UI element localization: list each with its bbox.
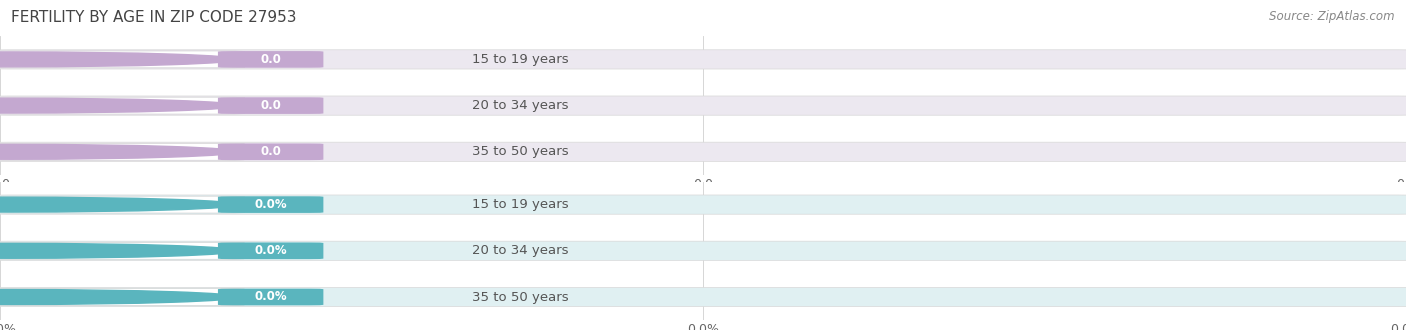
Text: 35 to 50 years: 35 to 50 years <box>472 290 569 304</box>
Circle shape <box>0 52 239 67</box>
Text: 0.0%: 0.0% <box>254 290 287 304</box>
Circle shape <box>0 243 239 258</box>
Text: 0.0: 0.0 <box>260 53 281 66</box>
FancyBboxPatch shape <box>0 144 245 160</box>
FancyBboxPatch shape <box>218 97 323 114</box>
Text: FERTILITY BY AGE IN ZIP CODE 27953: FERTILITY BY AGE IN ZIP CODE 27953 <box>11 10 297 25</box>
Circle shape <box>0 289 239 305</box>
FancyBboxPatch shape <box>218 196 323 213</box>
Text: Source: ZipAtlas.com: Source: ZipAtlas.com <box>1270 10 1395 23</box>
FancyBboxPatch shape <box>0 241 1406 260</box>
Circle shape <box>0 197 239 212</box>
FancyBboxPatch shape <box>218 243 323 259</box>
Circle shape <box>0 144 239 159</box>
FancyBboxPatch shape <box>218 289 323 305</box>
Text: 0.0: 0.0 <box>260 99 281 112</box>
Text: 15 to 19 years: 15 to 19 years <box>472 53 569 66</box>
Text: 15 to 19 years: 15 to 19 years <box>472 198 569 211</box>
FancyBboxPatch shape <box>0 289 245 305</box>
FancyBboxPatch shape <box>218 51 323 68</box>
Text: 20 to 34 years: 20 to 34 years <box>472 99 569 112</box>
FancyBboxPatch shape <box>0 287 1406 307</box>
Text: 0.0: 0.0 <box>260 145 281 158</box>
FancyBboxPatch shape <box>0 195 1406 214</box>
FancyBboxPatch shape <box>0 50 1406 69</box>
Circle shape <box>0 98 239 113</box>
Text: 35 to 50 years: 35 to 50 years <box>472 145 569 158</box>
FancyBboxPatch shape <box>0 97 245 114</box>
FancyBboxPatch shape <box>0 51 245 68</box>
FancyBboxPatch shape <box>0 243 245 259</box>
FancyBboxPatch shape <box>218 144 323 160</box>
FancyBboxPatch shape <box>0 196 245 213</box>
Text: 0.0%: 0.0% <box>254 244 287 257</box>
FancyBboxPatch shape <box>0 96 1406 115</box>
FancyBboxPatch shape <box>0 142 1406 161</box>
Text: 0.0%: 0.0% <box>254 198 287 211</box>
Text: 20 to 34 years: 20 to 34 years <box>472 244 569 257</box>
